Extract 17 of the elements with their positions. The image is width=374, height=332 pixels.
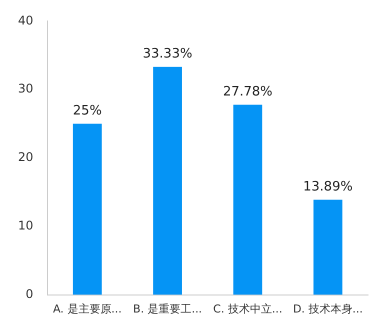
data-label: 25% bbox=[72, 104, 102, 119]
bar bbox=[153, 66, 182, 295]
x-tick-label: C. 技术中立... bbox=[213, 302, 282, 316]
data-label: 13.89% bbox=[303, 180, 353, 195]
data-label: 33.33% bbox=[142, 46, 192, 62]
y-tick-label: 40 bbox=[18, 13, 34, 28]
x-tick-label: B. 是重要工... bbox=[133, 302, 202, 316]
bar bbox=[72, 124, 102, 295]
x-tick-label: A. 是主要原... bbox=[52, 302, 122, 316]
x-tick-label: D. 技术本身... bbox=[292, 302, 363, 316]
bar bbox=[233, 104, 262, 295]
bar bbox=[313, 200, 342, 295]
data-label: 27.78% bbox=[222, 84, 273, 100]
y-tick-label: 20 bbox=[18, 150, 34, 164]
y-tick-label: 10 bbox=[18, 218, 34, 233]
y-tick-label: 0 bbox=[26, 286, 34, 301]
y-tick-label: 30 bbox=[18, 82, 34, 96]
